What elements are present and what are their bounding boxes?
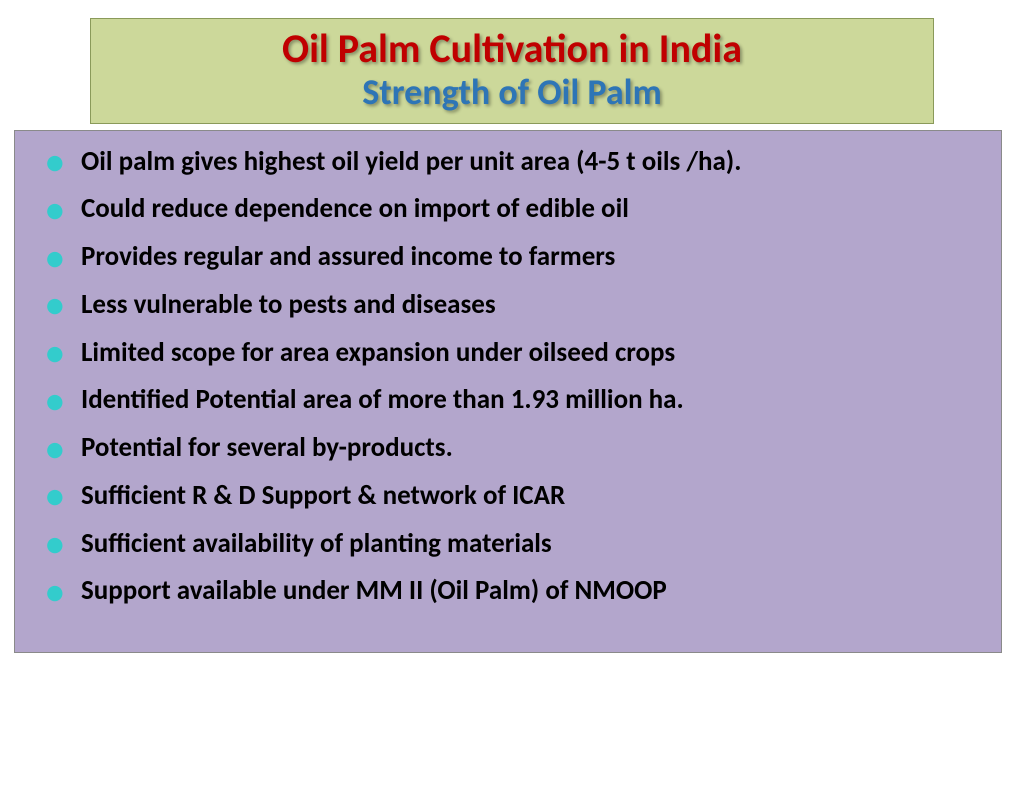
list-item-text: Could reduce dependence on import of edi… [81,192,629,225]
bullet-icon: ● [45,337,65,369]
list-item-text: Potential for several by-products. [81,431,453,464]
list-item: ● Sufficient availability of planting mat… [45,527,991,561]
content-box: ● Oil palm gives highest oil yield per un… [14,130,1002,654]
list-item: ● Limited scope for area expansion under … [45,336,991,370]
bullet-icon: ● [45,385,65,417]
list-item: ● Sufficient R & D Support & network of I… [45,479,991,513]
slide-header: Oil Palm Cultivation in India Strength o… [90,18,934,124]
slide-subtitle: Strength of Oil Palm [101,73,923,113]
list-item-text: Support available under MM II (Oil Palm)… [81,574,667,607]
list-item: ● Provides regular and assured income to … [45,240,991,274]
list-item: ● Potential for several by-products. [45,431,991,465]
list-item: ● Less vulnerable to pests and diseases [45,288,991,322]
slide-title: Oil Palm Cultivation in India [101,27,923,71]
bullet-icon: ● [45,433,65,465]
bullet-icon: ● [45,194,65,226]
list-item: ● Identified Potential area of more than … [45,383,991,417]
bullet-list: ● Oil palm gives highest oil yield per un… [45,145,991,609]
list-item-text: Sufficient R & D Support & network of IC… [81,479,565,512]
bullet-icon: ● [45,528,65,560]
list-item-text: Identified Potential area of more than 1… [81,383,684,416]
list-item-text: Limited scope for area expansion under o… [81,336,675,369]
list-item-text: Less vulnerable to pests and diseases [81,288,496,321]
list-item-text: Sufficient availability of planting mate… [81,527,552,560]
bullet-icon: ● [45,242,65,274]
bullet-icon: ● [45,576,65,608]
list-item: ● Support available under MM II (Oil Palm… [45,574,991,608]
bullet-icon: ● [45,480,65,512]
list-item: ● Oil palm gives highest oil yield per un… [45,145,991,179]
list-item-text: Provides regular and assured income to f… [81,240,615,273]
list-item: ● Could reduce dependence on import of ed… [45,192,991,226]
list-item-text: Oil palm gives highest oil yield per uni… [81,145,741,178]
bullet-icon: ● [45,146,65,178]
bullet-icon: ● [45,289,65,321]
